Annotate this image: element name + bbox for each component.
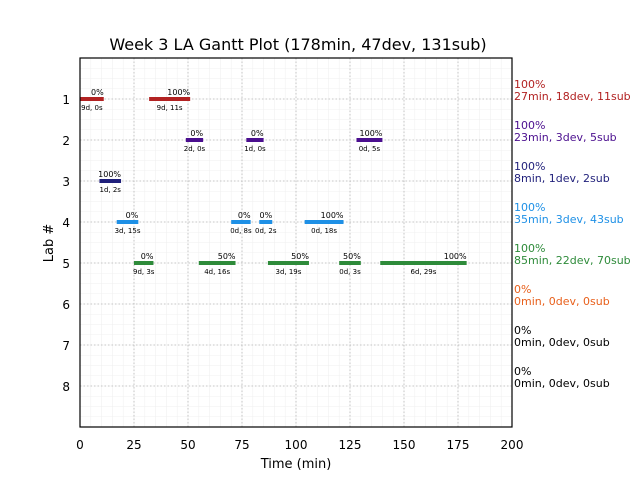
lab-summary-percent: 0%	[514, 365, 531, 378]
lab-summary-percent: 0%	[514, 283, 531, 296]
bar-duration-label: 6d, 29s	[410, 268, 436, 276]
bar-percent-label: 100%	[167, 88, 190, 97]
gantt-bar	[380, 261, 467, 265]
bar-percent-label: 50%	[291, 252, 309, 261]
gantt-bar	[339, 261, 361, 265]
bar-duration-label: 9d, 0s	[81, 104, 103, 112]
bar-percent-label: 50%	[218, 252, 236, 261]
x-tick-label: 150	[393, 438, 416, 452]
x-tick-label: 25	[126, 438, 141, 452]
gantt-bar	[99, 179, 122, 183]
gantt-bar	[246, 138, 264, 142]
gantt-bar	[116, 220, 139, 224]
gantt-bar	[134, 261, 154, 265]
x-axis-ticks: 0 25 50 75 100 125 150 175 200	[76, 438, 523, 452]
bar-percent-label: 100%	[98, 170, 121, 179]
bar-percent-label: 0%	[190, 129, 203, 138]
x-tick-label: 175	[447, 438, 470, 452]
bar-duration-label: 1d, 0s	[244, 145, 266, 153]
bar-duration-label: 4d, 16s	[204, 268, 230, 276]
plot-frame	[79, 57, 513, 428]
bar-duration-label: 0d, 8s	[230, 227, 252, 235]
gantt-bar	[267, 261, 309, 265]
gantt-bar	[80, 97, 104, 101]
lab-summary-percent: 100%	[514, 242, 545, 255]
lab-summary-stats: 27min, 18dev, 11sub	[514, 90, 631, 103]
gantt-bar	[231, 220, 251, 224]
bar-percent-label: 100%	[444, 252, 467, 261]
grid	[79, 57, 513, 428]
y-tick-label: 1	[62, 93, 70, 107]
x-axis-label: Time (min)	[260, 457, 332, 472]
bar-duration-label: 1d, 2s	[100, 186, 122, 194]
lab-summary-percent: 100%	[514, 160, 545, 173]
lab-summary-stats: 85min, 22dev, 70sub	[514, 254, 631, 267]
lab-summary-percent: 100%	[514, 78, 545, 91]
bar-percent-label: 0%	[260, 211, 273, 220]
bar-duration-label: 0d, 5s	[359, 145, 381, 153]
y-axis-ticks: 1 2 3 4 5 6 7 8	[62, 93, 70, 394]
y-tick-label: 6	[62, 298, 70, 312]
bar-duration-label: 2d, 0s	[184, 145, 206, 153]
lab-summary-stats: 0min, 0dev, 0sub	[514, 377, 610, 390]
y-tick-label: 7	[62, 339, 70, 353]
bar-duration-label: 0d, 2s	[255, 227, 277, 235]
gantt-bar	[356, 138, 383, 142]
bar-duration-label: 0d, 18s	[311, 227, 337, 235]
gantt-bar	[198, 261, 236, 265]
lab-summary-stats: 0min, 0dev, 0sub	[514, 295, 610, 308]
x-tick-label: 100	[285, 438, 308, 452]
y-tick-label: 8	[62, 380, 70, 394]
bar-percent-label: 0%	[251, 129, 264, 138]
x-tick-label: 75	[234, 438, 249, 452]
y-tick-label: 3	[62, 175, 70, 189]
x-tick-label: 0	[76, 438, 84, 452]
bar-duration-label: 3d, 15s	[115, 227, 141, 235]
y-axis-label: Lab #	[42, 224, 57, 263]
y-tick-label: 2	[62, 134, 70, 148]
gantt-bar	[259, 220, 273, 224]
gantt-bar	[149, 97, 191, 101]
bar-percent-label: 0%	[238, 211, 251, 220]
bar-percent-label: 50%	[343, 252, 361, 261]
chart-title: Week 3 LA Gantt Plot (178min, 47dev, 131…	[109, 35, 486, 54]
gantt-bar	[304, 220, 344, 224]
lab-summary-stats: 0min, 0dev, 0sub	[514, 336, 610, 349]
bar-percent-label: 0%	[91, 88, 104, 97]
lab-summary-stats: 8min, 1dev, 2sub	[514, 172, 610, 185]
gantt-bar	[185, 138, 204, 142]
bar-percent-label: 100%	[360, 129, 383, 138]
x-tick-label: 200	[501, 438, 524, 452]
lab-summary-percent: 0%	[514, 324, 531, 337]
bar-duration-label: 0d, 3s	[339, 268, 361, 276]
lab-summary-percent: 100%	[514, 119, 545, 132]
lab-summary-percent: 100%	[514, 201, 545, 214]
lab-summary-stats: 35min, 3dev, 43sub	[514, 213, 624, 226]
x-tick-label: 125	[339, 438, 362, 452]
bar-duration-label: 9d, 3s	[133, 268, 155, 276]
bars: 0% 9d, 0s 100% 9d, 11s 0% 2d, 0s 0% 1d, 0s 100% 0…	[80, 88, 467, 276]
bar-duration-label: 9d, 11s	[157, 104, 183, 112]
y-tick-label: 5	[62, 257, 70, 271]
bar-duration-label: 3d, 19s	[275, 268, 301, 276]
x-tick-label: 50	[180, 438, 195, 452]
lab-summary-stats: 23min, 3dev, 5sub	[514, 131, 617, 144]
y-tick-label: 4	[62, 216, 70, 230]
bar-percent-label: 0%	[126, 211, 139, 220]
bar-percent-label: 0%	[141, 252, 154, 261]
bar-percent-label: 100%	[321, 211, 344, 220]
